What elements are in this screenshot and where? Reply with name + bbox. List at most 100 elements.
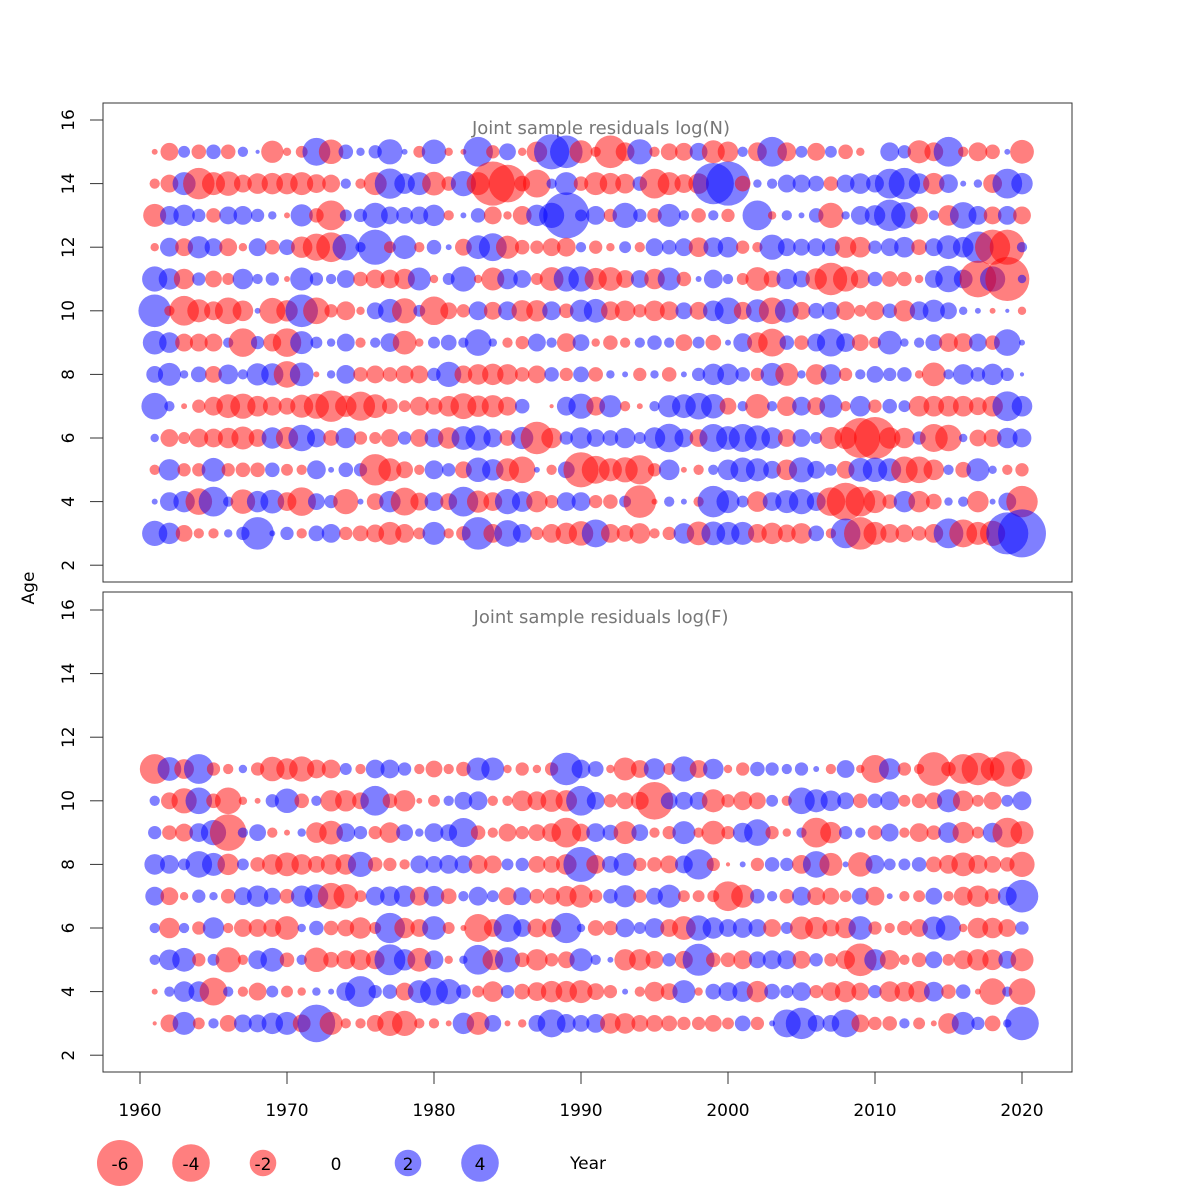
bubble-age5-2018: [982, 949, 1003, 971]
bubble-age7-1969: [263, 887, 281, 905]
bubble-age12-1997: [674, 238, 693, 257]
bubble-age10-1971: [294, 793, 309, 809]
x-axis: 1960 1970 1980 1990 2000 2010 2020: [118, 1071, 1044, 1121]
bubble-age6-2020: [1012, 428, 1032, 448]
bubble-age8-1982: [454, 855, 473, 874]
bubbles: [138, 134, 1046, 558]
bubble-age15-1984: [486, 145, 500, 159]
bubble-age7-2007: [822, 887, 840, 905]
bubble-age13-2000: [721, 208, 735, 223]
bubble-age9-1991: [591, 338, 600, 347]
bubble-age5-1983: [463, 944, 493, 975]
bubble-age11-1976: [365, 759, 385, 779]
bubble-age7-2014: [923, 395, 945, 417]
bubble-age7-2020: [1011, 395, 1033, 417]
bubble-age4-2003: [764, 983, 780, 1000]
bubble-age7-1967: [233, 887, 252, 906]
bubble-age7-2019: [992, 391, 1023, 422]
bubble-age10-1966: [214, 297, 242, 325]
bubble-age8-1975: [353, 367, 368, 382]
bubble-age7-1975: [354, 890, 367, 903]
bubble-age8-1987: [527, 365, 546, 384]
bubble-age3-1973: [321, 524, 341, 543]
bubble-age15-2015: [933, 136, 964, 167]
bubble-age10-1974: [336, 301, 356, 321]
bubble-age8-2012: [898, 858, 911, 871]
bubble-age7-2020: [1005, 879, 1039, 913]
bubble-age3-1968: [248, 1014, 267, 1033]
bubble-age11-2013: [914, 274, 924, 284]
bubble-age6-1999: [702, 917, 725, 939]
bubble-age5-1979: [414, 464, 425, 475]
bubble-age14-2014: [923, 172, 945, 195]
bubble-age3-2001: [734, 1015, 751, 1032]
bubble-age3-2004: [777, 524, 796, 543]
y-tick-label: 2: [59, 560, 79, 571]
bubble-age5-1969: [260, 947, 285, 972]
bubble-age4-1975: [345, 976, 376, 1008]
panel-log-n: Joint sample residuals log(N) 2 4 6 8 10 12 14…: [59, 102, 1073, 583]
bubble-age11-2010: [867, 271, 883, 287]
bubble-age11-2004: [776, 268, 798, 290]
bubble-age15-1970: [282, 147, 292, 157]
bubble-age10-1978: [391, 298, 418, 324]
bubble-age6-1970: [275, 916, 299, 940]
bubble-age12-1966: [219, 238, 238, 257]
bubble-age9-2000: [721, 825, 735, 840]
bubble-age11-1977: [380, 759, 400, 779]
bubble-age9-1995: [647, 335, 662, 350]
bubble-age10-2020: [1012, 791, 1032, 811]
bubble-age9-1989: [556, 333, 576, 352]
bubble-age6-1975: [349, 917, 372, 939]
bubble-age3-1993: [616, 524, 634, 542]
bubble-age3-1989: [556, 1014, 576, 1033]
bubble-age9-1963: [175, 823, 194, 842]
bubble-age4-1990: [571, 492, 591, 511]
bubble-age4-1987: [527, 982, 547, 1001]
bubble-age10-1987: [526, 300, 548, 322]
bubble-age11-1984: [481, 267, 505, 291]
bubble-age3-1996: [662, 526, 676, 541]
bubble-age7-1996: [657, 884, 681, 908]
bubble-age11-1992: [598, 267, 623, 291]
bubble-age11-2008: [836, 760, 855, 778]
bubble-age4-2001: [736, 495, 749, 508]
bubble-age6-2004: [780, 922, 793, 934]
bubble-age9-1971: [297, 828, 306, 837]
bubble-age4-1972: [312, 987, 321, 996]
bubble-age6-1990: [576, 923, 586, 933]
bubble-age10-2000: [721, 794, 735, 808]
bubble-age11-1965: [205, 270, 222, 288]
y-tick-label: 8: [59, 859, 79, 870]
bubble-age6-2000: [719, 919, 737, 937]
legend-label: 2: [403, 1155, 414, 1175]
bubble-age9-2020: [1010, 821, 1034, 845]
bubble-age5-1974: [336, 950, 356, 970]
bubble-age14-1966: [215, 171, 241, 196]
bubble-age6-2019: [998, 919, 1017, 937]
bubble-age9-1998: [693, 827, 704, 838]
bubble-age3-1999: [704, 1014, 722, 1032]
bubble-age3-1975: [355, 1018, 366, 1029]
bubble-age8-1984: [483, 855, 502, 874]
bubble-age9-1976: [368, 825, 382, 840]
bubble-age3-2008: [831, 1009, 860, 1038]
bubble-age15-1973: [318, 139, 344, 165]
bubble-age4-2013: [908, 490, 930, 513]
bubble-age7-1978: [398, 400, 411, 413]
bubble-age10-2018: [983, 791, 1002, 810]
bubble-age5-1977: [378, 458, 402, 482]
bubble-age7-2006: [807, 887, 826, 906]
bubble-age7-2015: [943, 891, 954, 902]
bubble-age6-1989: [559, 431, 573, 445]
bubble-age8-1995: [650, 370, 659, 379]
bubble-age14-2015: [939, 174, 958, 194]
bubble-age14-1961: [149, 178, 160, 189]
bubble-age10-1999: [701, 789, 725, 813]
bubble-age11-2003: [765, 762, 779, 776]
bubble-age4-2015: [941, 984, 956, 999]
bubble-age10-2007: [820, 790, 842, 812]
bubble-age8-1974: [336, 365, 356, 384]
y-tick-label: 8: [59, 369, 79, 380]
bubble-age6-2015: [935, 915, 962, 941]
